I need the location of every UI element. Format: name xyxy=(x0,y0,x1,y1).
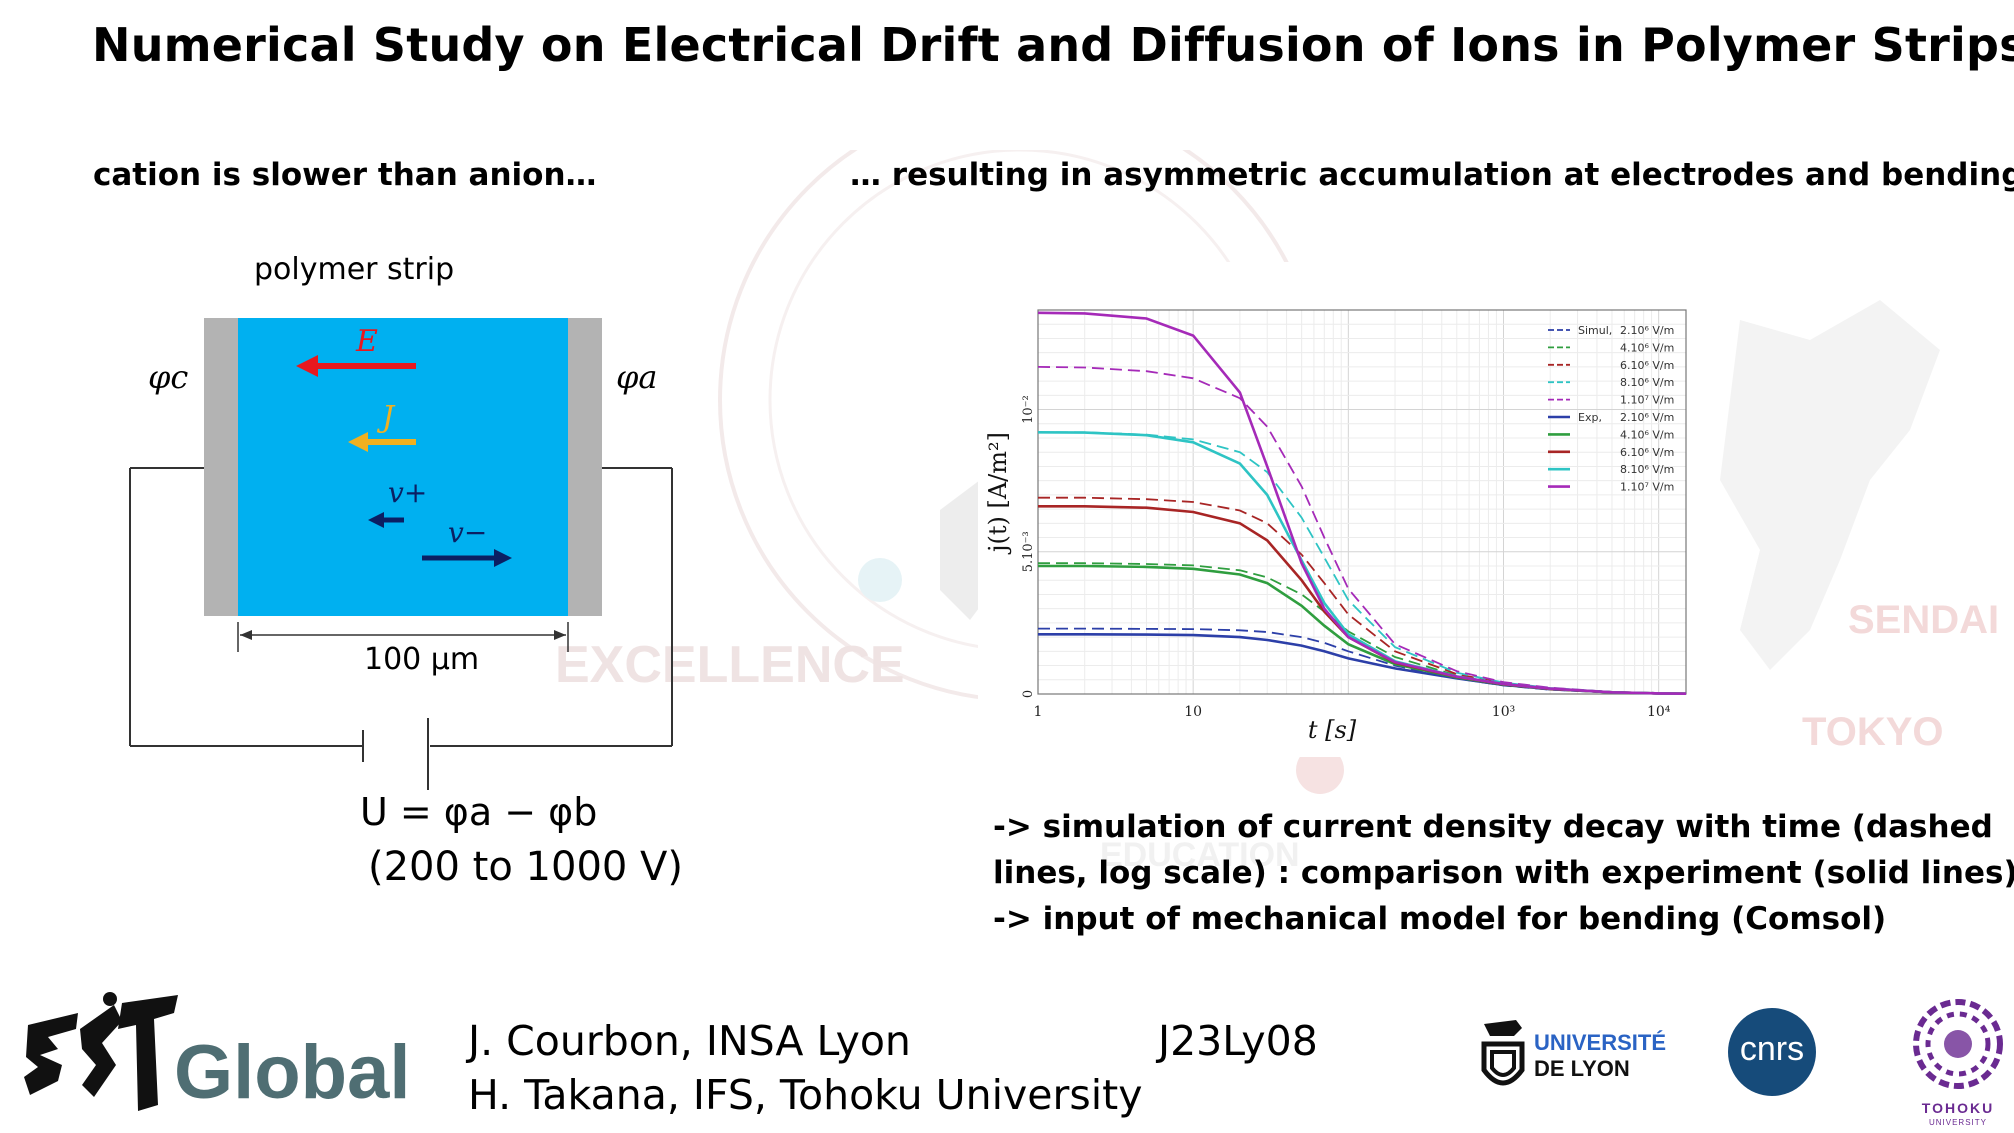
udl-line-1: UNIVERSITÉ xyxy=(1534,1030,1667,1055)
dimension-arrow-right xyxy=(554,630,566,640)
bullet-line-3: -> input of mechanical model for bending… xyxy=(993,901,1887,937)
dimension-arrow-left xyxy=(240,630,252,640)
series-exp-2-line xyxy=(1038,564,1687,695)
y-tick-label: 5.10⁻³ xyxy=(1021,531,1036,572)
x-tick-label: 10⁴ xyxy=(1647,704,1671,720)
phi-a-label: φa xyxy=(616,358,658,396)
watermark-excellence: EXCELLENCE xyxy=(555,636,905,694)
series-exp-5-line xyxy=(1037,311,1687,695)
plot-frame xyxy=(1037,309,1687,695)
author-1: J. Courbon, INSA Lyon xyxy=(468,1017,911,1065)
x-tick-label: 1 xyxy=(1034,704,1043,720)
y-tick-label: 10⁻² xyxy=(1021,395,1036,424)
phi-c-label: φc xyxy=(148,358,189,396)
left-subtitle: cation is slower than anion… xyxy=(93,157,597,193)
polymer-strip-label: polymer strip xyxy=(254,252,455,287)
legend-entry-label: 2.10⁶ V/m xyxy=(1620,324,1674,337)
tohoku-text: TOHOKU xyxy=(1921,1100,1995,1116)
width-label: 100 µm xyxy=(364,642,480,677)
cnrs-logo: cnrs xyxy=(1728,1008,1816,1096)
legend-entry-label: 4.10⁶ V/m xyxy=(1620,341,1674,354)
right-subtitle: … resulting in asymmetric accumulation a… xyxy=(850,157,2014,193)
legend-entry-label: 2.10⁶ V/m xyxy=(1620,411,1674,424)
arrow-vminus-head xyxy=(494,549,512,567)
eli-global-logo: Global xyxy=(18,985,411,1120)
legend-entry-label: 1.10⁷ V/m xyxy=(1620,394,1674,407)
watermark-sendai: SENDAI xyxy=(1848,598,2000,642)
vector-vplus-label: v+ xyxy=(388,476,428,509)
tohoku-emblem-icon xyxy=(1913,999,2003,1089)
vector-vminus-label: v− xyxy=(448,516,488,549)
voltage-equation: U = φa − φb xyxy=(360,790,598,834)
paper-code: J23Ly08 xyxy=(1158,1017,1318,1065)
legend-entry-label: 8.10⁶ V/m xyxy=(1620,376,1674,389)
legend-entry-label: 4.10⁶ V/m xyxy=(1620,428,1674,441)
polymer-strip xyxy=(238,318,568,616)
lion-shield-icon xyxy=(1481,1020,1525,1086)
watermark-tokyo: TOKYO xyxy=(1802,710,1944,754)
arrow-vplus-head xyxy=(368,512,384,528)
legend-entry-label: 1.10⁷ V/m xyxy=(1620,481,1674,494)
universite-de-lyon-logo: UNIVERSITÉ DE LYON xyxy=(1478,1010,1668,1100)
y-tick-label: 0 xyxy=(1021,690,1036,698)
tohoku-subtext: UNIVERSITY xyxy=(1928,1118,1987,1127)
voltage-range: (200 to 1000 V) xyxy=(368,844,684,890)
legend-entry-label: 6.10⁶ V/m xyxy=(1620,359,1674,372)
eli-logo-mark xyxy=(24,992,178,1111)
x-tick-label: 10 xyxy=(1184,704,1202,720)
vector-e-label: E xyxy=(356,324,378,359)
legend-group-simul: Simul, xyxy=(1578,324,1612,337)
udl-line-2: DE LYON xyxy=(1534,1056,1630,1081)
legend-entry-label: 8.10⁶ V/m xyxy=(1620,463,1674,476)
y-axis-label: j(t) [A/m²] xyxy=(984,432,1012,555)
diagram-shapes xyxy=(129,318,673,790)
tohoku-university-logo: TOHOKU UNIVERSITY xyxy=(1908,996,2008,1130)
series-simul-3-line xyxy=(1038,496,1687,695)
author-2: H. Takana, IFS, Tohoku University xyxy=(468,1071,1143,1119)
bullet-block: -> simulation of current density decay w… xyxy=(993,804,2014,942)
anode-electrode xyxy=(568,318,602,616)
x-axis-label: t [s] xyxy=(1308,716,1357,744)
authors-block: J. Courbon, INSA Lyon H. Takana, IFS, To… xyxy=(468,1014,1142,1122)
current-density-chart: 1 10 10³ 10⁴ 0 5.10⁻³ 10⁻² t [s] j(t) [A/m²] 2.10… xyxy=(978,262,1703,757)
eli-logo-text: Global xyxy=(174,1030,411,1115)
cathode-electrode xyxy=(204,318,238,616)
page-title: Numerical Study on Electrical Drift and … xyxy=(92,18,2014,72)
bullet-line-2: lines, log scale) : comparison with expe… xyxy=(993,855,2014,891)
vector-j-label: J xyxy=(382,400,395,435)
arrow-j-head xyxy=(348,432,368,452)
legend-entry-label: 6.10⁶ V/m xyxy=(1620,446,1674,459)
legend-group-exp: Exp, xyxy=(1578,411,1602,424)
ion-drift-diagram: polymer strip φc φa E J v+ v− 100 µm U =… xyxy=(120,250,700,900)
arrow-e-head xyxy=(296,355,318,377)
watermark-education: EDUCATION xyxy=(1100,836,1300,874)
chart-svg: 1 10 10³ 10⁴ 0 5.10⁻³ 10⁻² t [s] j(t) [A/m²] 2.10… xyxy=(984,309,1687,744)
x-tick-label: 10³ xyxy=(1492,704,1515,720)
bullet-line-1: -> simulation of current density decay w… xyxy=(993,809,1993,845)
cnrs-logo-text: cnrs xyxy=(1739,1030,1805,1068)
